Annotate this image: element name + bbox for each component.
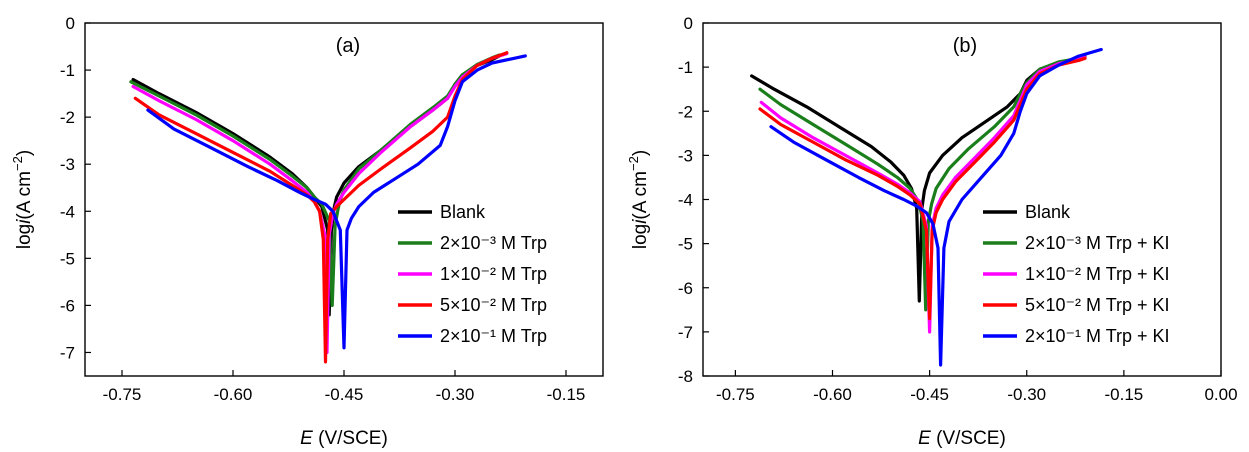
b-y-tick-label: -4 (678, 191, 693, 210)
b-y-tick-label: -8 (678, 367, 693, 386)
b-legend-label: 2×10⁻³ M Trp + KI (1025, 233, 1170, 253)
a-x-tick-label: -0.75 (103, 385, 142, 404)
a-y-tick-label: 0 (66, 14, 75, 33)
a-legend-label: 2×10⁻¹ M Trp (440, 326, 547, 346)
b-legend-label: 5×10⁻² M Trp + KI (1025, 295, 1170, 315)
a-y-tick-label: -4 (60, 202, 75, 221)
a-panel-label: (a) (336, 35, 360, 57)
b-y-tick-label: -5 (678, 235, 693, 254)
b-series-line-5 (769, 47, 1103, 367)
panel-a-chart: -0.75 -0.60 -0.45 -0.30 -0.15 0 -1 -2 -3 -4 -5 -6 -7… (10, 14, 604, 449)
b-y-tick-label: -6 (678, 279, 693, 298)
a-x-tick-label: -0.30 (436, 385, 475, 404)
b-y-tick-label: 0 (684, 14, 693, 33)
a-y-tick-label: -5 (60, 249, 75, 268)
a-x-tick-label: -0.45 (325, 385, 364, 404)
a-x-tick-label: -0.15 (547, 385, 586, 404)
b-x-tick-label: -0.75 (716, 385, 755, 404)
a-y-tick-label: -2 (60, 108, 75, 127)
a-y-axis-label: logi(A cm−2) (10, 150, 35, 249)
a-legend-label: 2×10⁻³ M Trp (440, 233, 547, 253)
b-panel-label: (b) (953, 35, 977, 57)
b-x-tick-label: 0.00 (1204, 385, 1237, 404)
b-legend-label: Blank (1025, 202, 1071, 222)
a-legend-label: 5×10⁻² M Trp (440, 295, 547, 315)
b-x-tick-label: -0.45 (910, 385, 949, 404)
a-y-tick-label: -1 (60, 61, 75, 80)
a-x-tick-label: -0.60 (214, 385, 253, 404)
b-y-axis-label: logi(A cm−2) (626, 150, 651, 249)
b-legend-label: 2×10⁻¹ M Trp + KI (1025, 326, 1170, 346)
a-y-tick-label: -6 (60, 296, 75, 315)
panel-b-chart: -0.75 -0.60 -0.45 -0.30 -0.15 0.00 0 -1 -2 -3 -4 -5… (626, 14, 1238, 449)
b-series-line-3 (759, 55, 1087, 334)
a-series-line-4 (133, 51, 509, 364)
b-x-tick-label: -0.15 (1105, 385, 1144, 404)
b-x-axis-label: E (V/SCE) (918, 428, 1006, 449)
b-series-line-4 (758, 56, 1087, 321)
a-legend-label: 1×10⁻² M Trp (440, 264, 547, 284)
a-legend-label: Blank (440, 202, 486, 222)
a-y-tick-label: -3 (60, 155, 75, 174)
b-x-tick-label: -0.60 (813, 385, 852, 404)
b-x-tick-label: -0.30 (1007, 385, 1046, 404)
b-y-tick-label: -1 (678, 58, 693, 77)
b-legend-label: 1×10⁻² M Trp + KI (1025, 264, 1170, 284)
a-series-line-5 (146, 54, 527, 350)
b-y-tick-label: -3 (678, 146, 693, 165)
b-y-tick-label: -7 (678, 323, 693, 342)
b-y-tick-label: -2 (678, 102, 693, 121)
a-y-tick-label: -7 (60, 343, 75, 362)
a-x-axis-label: E (V/SCE) (300, 428, 388, 449)
